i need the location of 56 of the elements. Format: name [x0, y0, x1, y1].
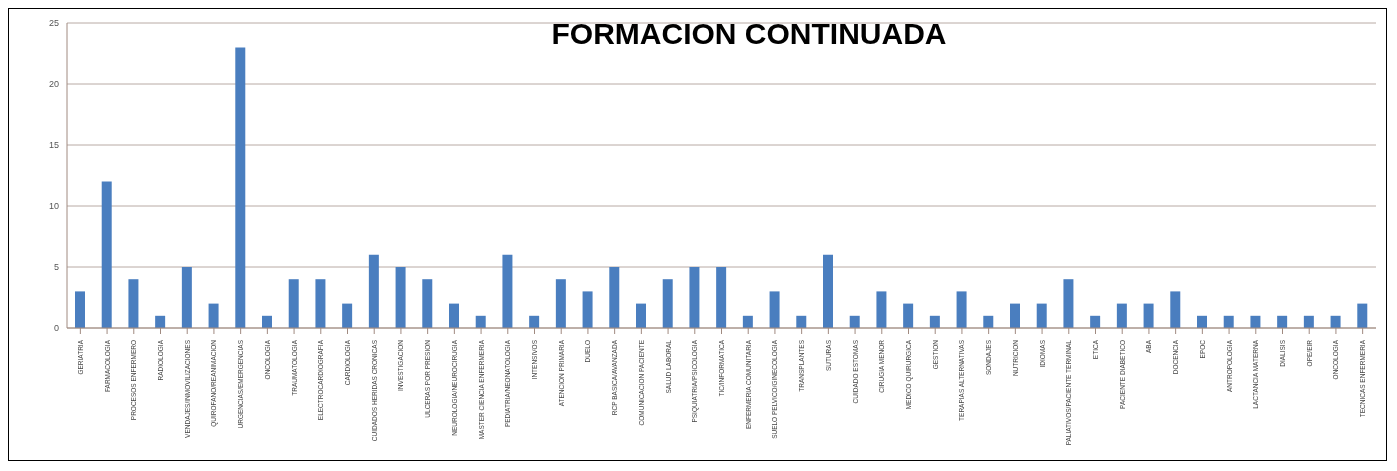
bar: [101, 181, 112, 328]
bar: [849, 315, 860, 328]
bar: [315, 279, 326, 328]
bar: [235, 47, 246, 328]
bar: [903, 303, 914, 328]
bar: [716, 267, 727, 328]
bar: [1250, 315, 1261, 328]
bar: [475, 315, 486, 328]
bar: [128, 279, 139, 328]
bar: [823, 254, 833, 328]
bar: [181, 267, 192, 328]
bar: [1330, 315, 1341, 328]
bar: [929, 315, 940, 328]
bar: [449, 303, 459, 328]
bar: [1010, 303, 1020, 328]
y-tick-label: 15: [48, 140, 59, 151]
y-tick-label: 5: [53, 262, 59, 273]
bar: [876, 291, 887, 328]
y-tick-label: 25: [48, 18, 59, 29]
bar: [1357, 303, 1368, 328]
y-tick-label: 20: [48, 79, 59, 90]
y-tick-label: 10: [48, 201, 59, 212]
bar: [155, 315, 166, 328]
bar: [1223, 315, 1234, 328]
bar: [342, 303, 353, 328]
bar: [502, 254, 513, 328]
bar: [262, 315, 272, 328]
bar: [288, 279, 299, 328]
bar: [742, 315, 753, 328]
bar: [1090, 315, 1101, 328]
bar: [609, 267, 620, 328]
bar: [582, 291, 593, 328]
bar: [555, 279, 566, 328]
bar: [368, 254, 379, 328]
bar: [1170, 291, 1181, 328]
bar: [1277, 315, 1288, 328]
bar: [1143, 303, 1154, 328]
bar: [769, 291, 780, 328]
bar: [1116, 303, 1127, 328]
bar: [689, 267, 700, 328]
bar: [956, 291, 967, 328]
bar: [395, 267, 406, 328]
bar: [1063, 279, 1074, 328]
bar: [422, 279, 433, 328]
bar: [208, 303, 219, 328]
bar: [662, 279, 673, 328]
bar: [636, 303, 646, 328]
bar: [1036, 303, 1047, 328]
bar: [983, 315, 994, 328]
bar: [1197, 315, 1207, 328]
bar: [75, 291, 85, 328]
bar: [796, 315, 807, 328]
y-tick-label: 0: [53, 323, 59, 334]
chart-title: FORMACION CONTINUADA: [551, 17, 947, 50]
bar: [1303, 315, 1314, 328]
bar: [529, 315, 540, 328]
